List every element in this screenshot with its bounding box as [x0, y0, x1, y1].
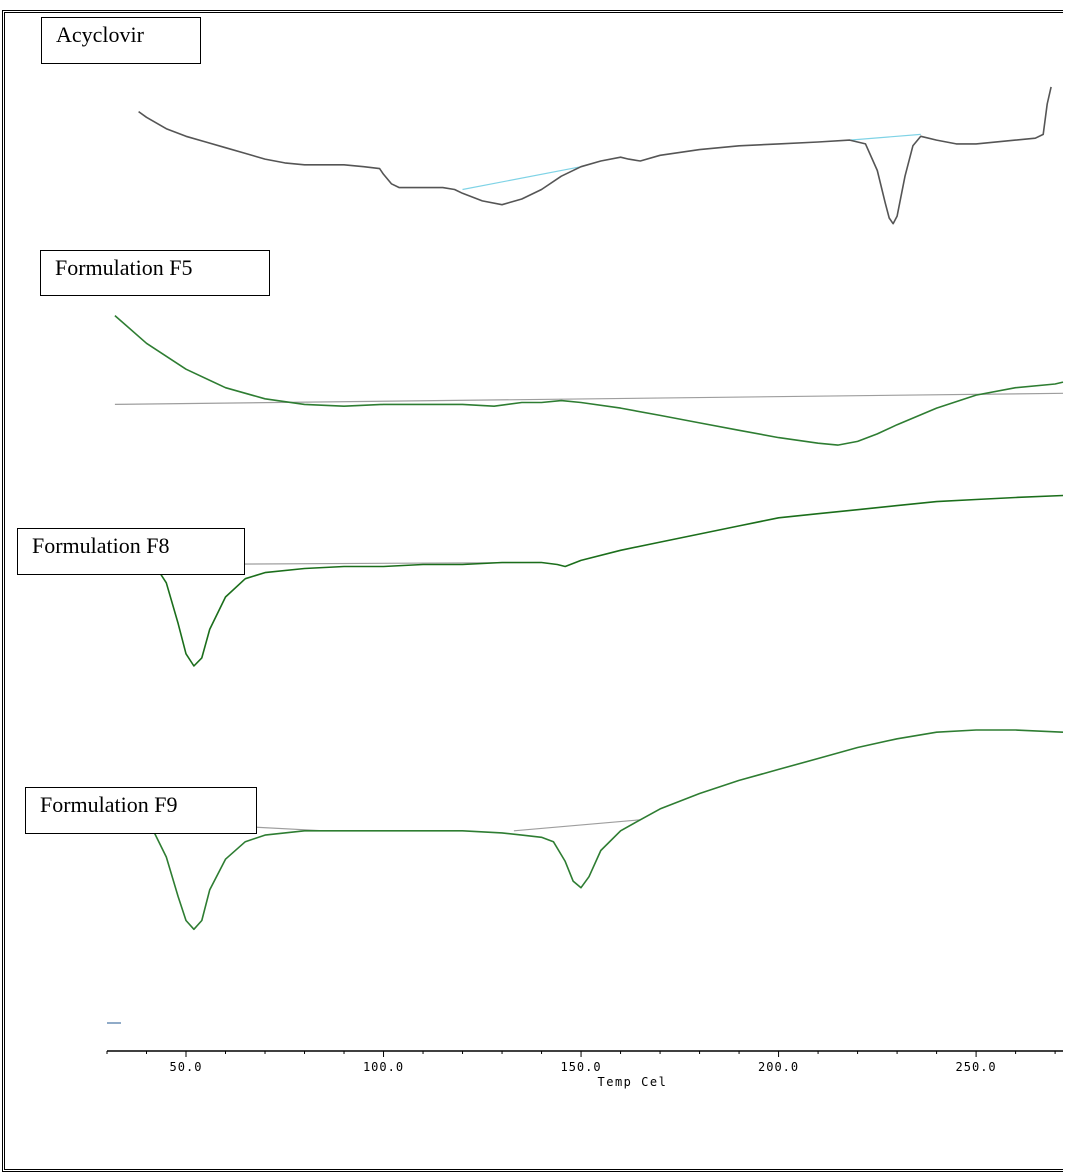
formulation-f9-baseline2 [513, 819, 641, 832]
acyclovir-baseline [462, 166, 582, 191]
formulation-f9-series-line [114, 729, 1064, 931]
x-tick-label: 250.0 [956, 1060, 997, 1074]
figure-frame [2, 10, 1063, 1172]
x-tick-label: 150.0 [560, 1060, 601, 1074]
label-formulation-f8: Formulation F8 [17, 528, 245, 575]
x-axis-title: Temp Cel [598, 1075, 668, 1089]
x-tick-label: 200.0 [758, 1060, 799, 1074]
formulation-f8-series-line [114, 494, 1064, 667]
x-tick-label: 50.0 [170, 1060, 203, 1074]
formulation-f5-series-line [114, 314, 1064, 446]
label-acyclovir: Acyclovir [41, 17, 201, 64]
acyclovir-series-line [138, 86, 1052, 225]
label-formulation-f5: Formulation F5 [40, 250, 270, 296]
acyclovir-baseline2 [849, 133, 921, 141]
x-tick-label: 100.0 [363, 1060, 404, 1074]
label-formulation-f9: Formulation F9 [25, 787, 257, 834]
formulation-f5-baseline [114, 392, 1064, 405]
